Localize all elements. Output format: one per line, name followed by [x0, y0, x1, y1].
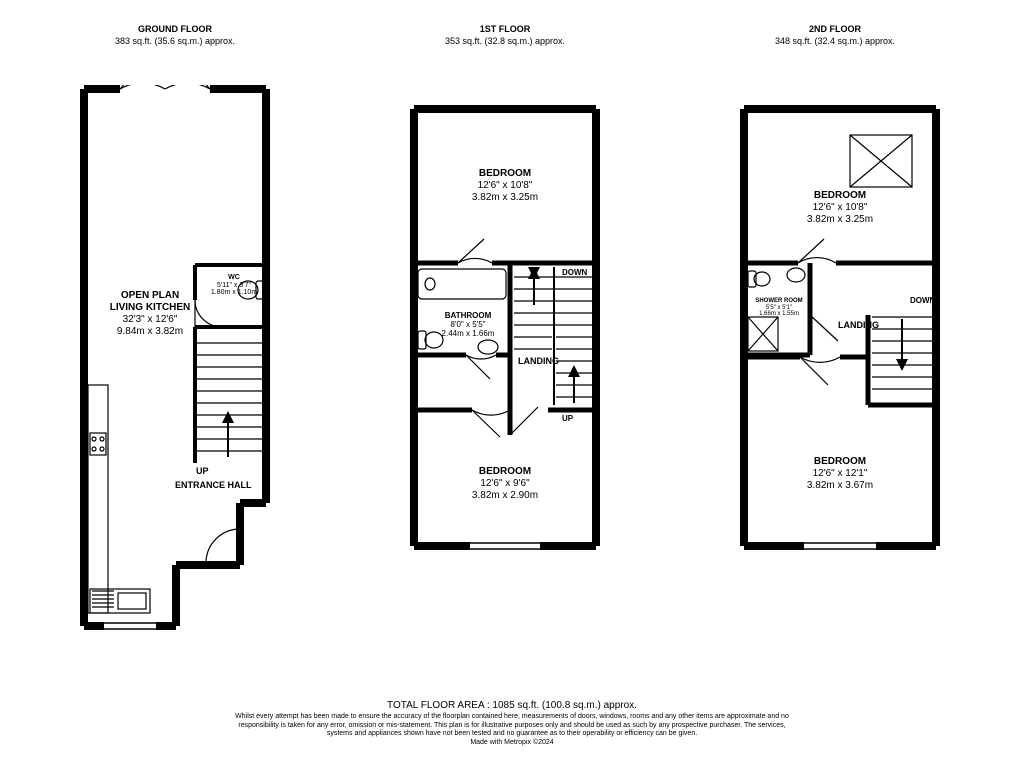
- tag-up-gf: UP: [196, 466, 209, 476]
- disclaimer: Whilst every attempt has been made to en…: [232, 713, 792, 738]
- ground-floor-plan: [80, 85, 270, 630]
- title-first: 1ST FLOOR 353 sq.ft. (32.8 sq.m.) approx…: [420, 24, 590, 47]
- label-shower: SHOWER ROOM 5'5" x 5'1" 1.66m x 1.55m: [746, 298, 812, 318]
- label-hall: ENTRANCE HALL: [175, 480, 252, 490]
- label-bath: BATHROOM 8'0" x 5'5" 2.44m x 1.66m: [428, 312, 508, 338]
- footer: TOTAL FLOOR AREA : 1085 sq.ft. (100.8 sq…: [0, 700, 1024, 747]
- label-bed3: BEDROOM 12'6" x 10'8" 3.82m x 3.25m: [790, 190, 890, 226]
- label-bed2: BEDROOM 12'6" x 9'6" 3.82m x 2.90m: [455, 466, 555, 502]
- credit: Made with Metropix ©2024: [232, 739, 792, 747]
- tag-up-f1: UP: [562, 414, 573, 423]
- label-wc: WC 5'11" x 3'7" 1.80m x 1.10m: [206, 274, 262, 297]
- label-bed4: BEDROOM 12'6" x 12'1" 3.82m x 3.67m: [790, 456, 890, 492]
- label-landing2: LANDING: [838, 320, 879, 330]
- label-landing1: LANDING: [518, 356, 559, 366]
- title-ground: GROUND FLOOR 383 sq.ft. (35.6 sq.m.) app…: [90, 24, 260, 47]
- tag-down-f2: DOWN: [910, 296, 935, 305]
- floorplan-canvas: GROUND FLOOR 383 sq.ft. (35.6 sq.m.) app…: [0, 0, 1024, 765]
- label-living: OPEN PLANLIVING KITCHEN 32'3" x 12'6" 9.…: [95, 290, 205, 338]
- tag-down-f1: DOWN: [562, 268, 587, 277]
- total-area: TOTAL FLOOR AREA : 1085 sq.ft. (100.8 sq…: [0, 700, 1024, 711]
- label-bed1: BEDROOM 12'6" x 10'8" 3.82m x 3.25m: [455, 168, 555, 204]
- title-second: 2ND FLOOR 348 sq.ft. (32.4 sq.m.) approx…: [750, 24, 920, 47]
